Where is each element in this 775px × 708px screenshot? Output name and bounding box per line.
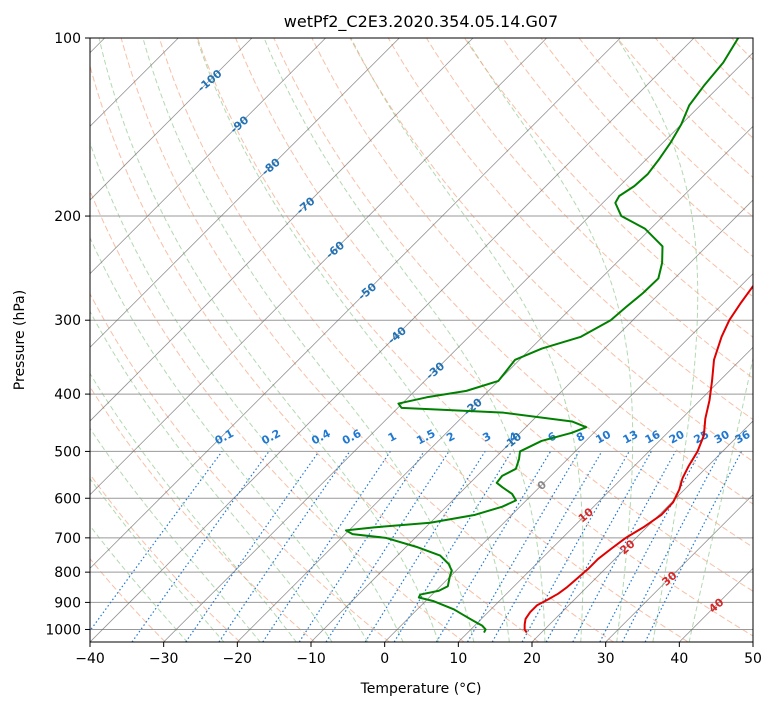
mixing-ratio-line-5 (298, 451, 425, 642)
moist-adiabat-line-5 (90, 236, 369, 642)
mixing-ratio-label-12: 13 (621, 428, 641, 447)
moist-adiabat-line-4 (90, 310, 333, 642)
y-tick-label-3: 400 (54, 387, 81, 403)
moist-adiabat-line-10 (263, 38, 546, 642)
dry-adiabat-line-16 (311, 38, 753, 505)
moist-adiabat-line-6 (90, 141, 404, 642)
mixing-ratio-line-6 (325, 451, 450, 642)
dry-adiabat-line-17 (349, 38, 753, 463)
x-tick-label-4: 0 (380, 651, 389, 667)
y-tick-label-7: 800 (54, 565, 81, 581)
mixing-ratio-label-11: 10 (593, 428, 613, 447)
profiles (344, 38, 753, 634)
moist-adiabat-line-7 (98, 38, 439, 642)
isotherm-line-6 (90, 38, 326, 275)
y-axis-label: Pressure (hPa) (12, 290, 28, 390)
mixing-ratio-line-14 (572, 451, 677, 642)
y-axis: 100 200 300 400 500 600 700 800 900 1000 (45, 31, 90, 638)
temperature-profile-line (523, 284, 753, 634)
mixing-ratio-line-4 (262, 451, 391, 642)
mixing-ratio-line-0 (90, 451, 223, 632)
x-tick-label-6: 20 (523, 651, 541, 667)
y-tick-label-0: 100 (54, 31, 81, 47)
plot-area (90, 38, 753, 642)
moist-adiabat-line-8 (142, 38, 475, 642)
isotherm-line-13 (237, 125, 753, 642)
mixing-ratio-label-16: 30 (712, 428, 732, 447)
x-tick-label-1: −30 (149, 651, 179, 667)
dry-adiabat-line-14 (235, 38, 753, 592)
isotherm-line-15 (384, 273, 753, 642)
dry-adiabat-line-11 (120, 38, 614, 642)
moist-adiabat-line-9 (196, 38, 510, 642)
x-tick-label-3: −10 (296, 651, 326, 667)
moist-adiabat-line-14 (688, 356, 753, 642)
dewpoint-profile-line (344, 38, 740, 633)
background-lines (90, 38, 753, 642)
x-tick-label-7: 30 (597, 651, 615, 667)
isotherm-line-16 (458, 346, 753, 642)
x-tick-label-5: 10 (449, 651, 467, 667)
isotherm-line-10 (90, 38, 621, 569)
x-tick-label-0: −40 (75, 651, 105, 667)
dry-adiabat-line-8 (90, 292, 390, 642)
mixing-ratio-label-13: 16 (643, 428, 663, 447)
x-tick-label-8: 40 (670, 651, 688, 667)
x-tick-label-9: 50 (744, 651, 762, 667)
dry-adiabat-line-13 (197, 38, 753, 637)
dry-adiabat-line-12 (158, 38, 689, 642)
mixing-ratio-label-15: 25 (692, 428, 712, 447)
x-tick-label-2: −20 (223, 651, 253, 667)
chart-title: wetPf2_C2E3.2020.354.05.14.G07 (284, 12, 558, 32)
dry-adiabat-line-6 (90, 473, 241, 642)
mixing-ratio-label-17: 36 (733, 428, 753, 447)
x-axis: −40 −30 −20 −10 0 10 20 30 40 50 (75, 642, 762, 667)
isotherm-line-7 (90, 38, 400, 348)
x-axis-label: Temperature (°C) (360, 681, 482, 697)
y-tick-label-1: 200 (54, 209, 81, 225)
isotherm-line-11 (90, 38, 695, 642)
y-tick-label-8: 900 (54, 595, 81, 611)
mixing-ratio-line-1 (131, 451, 270, 642)
mixing-ratio-line-13 (545, 451, 652, 642)
moist-adiabat-line-2 (90, 427, 261, 642)
isotherm-line-9 (90, 38, 547, 496)
moist-adiabat-line-11 (350, 38, 584, 642)
mixing-ratio-line-8 (393, 451, 513, 642)
y-tick-label-9: 1000 (45, 622, 81, 638)
isotherm-line-17 (531, 420, 753, 642)
isotherm-line-18 (605, 494, 753, 642)
mixing-ratio-line-17 (644, 451, 743, 642)
isotherm-line-12 (163, 52, 753, 642)
mixing-ratio-line-16 (621, 451, 722, 642)
mixing-ratio-line-12 (521, 451, 630, 642)
dry-adiabat-line-10 (90, 64, 540, 642)
y-tick-label-4: 500 (54, 444, 81, 460)
y-tick-label-6: 700 (54, 531, 81, 547)
y-tick-label-5: 600 (54, 491, 81, 507)
dry-adiabat-line-9 (90, 189, 465, 642)
mixing-ratio-line-3 (218, 451, 351, 642)
isotherm-line-8 (90, 38, 474, 422)
dry-adiabat-line-7 (90, 385, 316, 642)
isotherm-line-14 (310, 199, 753, 642)
y-tick-label-2: 300 (54, 313, 81, 329)
plot-frame (89, 37, 754, 643)
isotherm-line-5 (90, 38, 253, 201)
mixing-ratio-line-2 (185, 451, 320, 642)
mixing-ratio-label-14: 20 (667, 428, 687, 447)
